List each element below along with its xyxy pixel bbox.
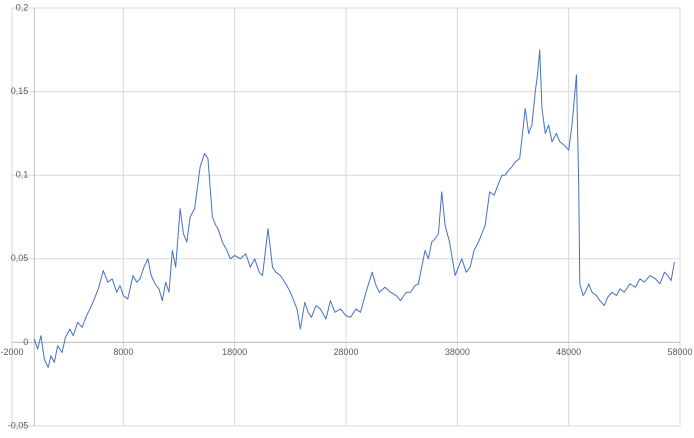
x-tick-label: 18000 <box>222 347 247 357</box>
x-tick-label: 48000 <box>556 347 581 357</box>
x-tick-label: 58000 <box>667 347 692 357</box>
y-tick-label: 0,15 <box>11 86 29 96</box>
y-tick-label: -0,05 <box>8 420 29 430</box>
x-tick-label: 8000 <box>113 347 133 357</box>
y-tick-label: 0,05 <box>11 253 29 263</box>
data-line <box>33 49 675 368</box>
y-tick-label: 0,2 <box>16 2 29 12</box>
x-tick-label: 38000 <box>445 347 470 357</box>
x-tick-label: -2000 <box>0 347 23 357</box>
x-tick-label: 28000 <box>333 347 358 357</box>
y-tick-label: 0,1 <box>16 170 29 180</box>
y-tick-label: 0 <box>23 337 28 347</box>
